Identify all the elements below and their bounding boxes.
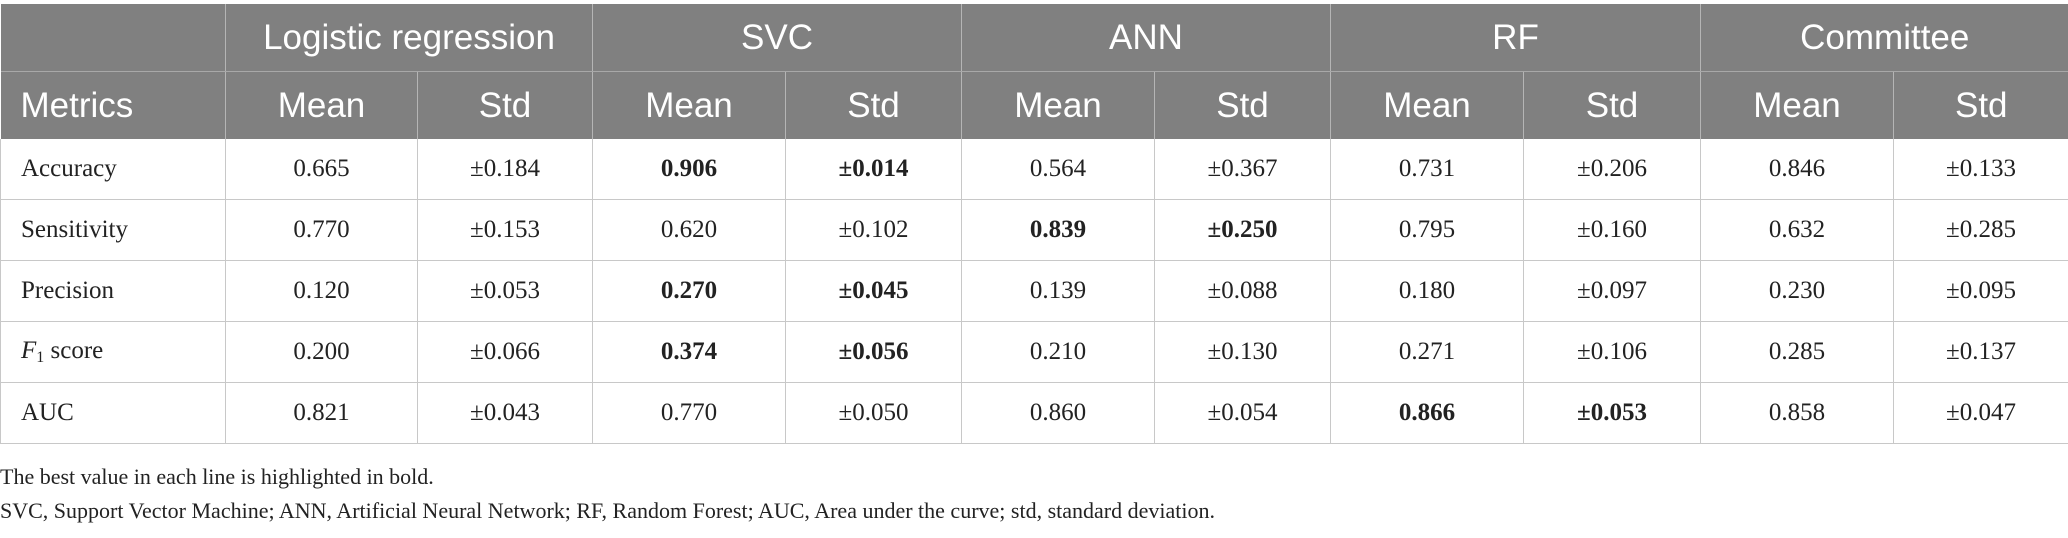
std-cell: ±0.054 (1154, 382, 1331, 444)
std-cell: ±0.184 (417, 139, 593, 200)
mean-cell: 0.839 (961, 199, 1155, 261)
mean-cell: 0.770 (225, 199, 418, 261)
mean-cell: 0.230 (1700, 260, 1894, 322)
metric-subscript: 1 (36, 349, 45, 366)
std-cell: ±0.160 (1523, 199, 1701, 261)
sub-header-std: Std (1154, 71, 1331, 139)
std-cell: ±0.285 (1893, 199, 2068, 261)
mean-cell: 0.858 (1700, 382, 1894, 444)
mean-cell: 0.120 (225, 260, 418, 322)
metric-prefix: F (21, 337, 37, 364)
table-body: Accuracy 0.665 ±0.184 0.906 ±0.014 0.564 ±0.36… (0, 139, 2068, 444)
std-cell: ±0.045 (785, 260, 962, 322)
mean-cell: 0.374 (592, 321, 786, 383)
std-cell: ±0.367 (1154, 139, 1331, 200)
group-header-committee: Committee (1700, 4, 2068, 72)
std-cell: ±0.088 (1154, 260, 1331, 322)
mean-cell: 0.632 (1700, 199, 1894, 261)
metric-label: Precision (0, 260, 226, 322)
mean-cell: 0.210 (961, 321, 1155, 383)
footnote-abbreviations: SVC, Support Vector Machine; ANN, Artifi… (0, 498, 1215, 523)
group-header-svc: SVC (592, 4, 962, 72)
std-cell: ±0.095 (1893, 260, 2068, 322)
empty-header-cell (0, 4, 226, 72)
sub-header-row: Metrics Mean Std Mean Std Mean Std Mean … (0, 71, 2068, 139)
std-cell: ±0.097 (1523, 260, 1701, 322)
mean-cell: 0.271 (1330, 321, 1524, 383)
std-cell: ±0.053 (1523, 382, 1701, 444)
table-row: AUC 0.821 ±0.043 0.770 ±0.050 0.860 ±0.054 0.86… (0, 382, 2068, 444)
group-header-row: Logistic regression SVC ANN RF Committee (0, 4, 2068, 72)
table-row: Sensitivity 0.770 ±0.153 0.620 ±0.102 0.839 ±0… (0, 199, 2068, 261)
std-cell: ±0.053 (417, 260, 593, 322)
std-cell: ±0.050 (785, 382, 962, 444)
mean-cell: 0.180 (1330, 260, 1524, 322)
sub-header-std: Std (785, 71, 962, 139)
std-cell: ±0.153 (417, 199, 593, 261)
mean-cell: 0.564 (961, 139, 1155, 200)
sub-header-mean: Mean (1700, 71, 1894, 139)
mean-cell: 0.821 (225, 382, 418, 444)
mean-cell: 0.860 (961, 382, 1155, 444)
sub-header-mean: Mean (1330, 71, 1524, 139)
sub-header-mean: Mean (592, 71, 786, 139)
mean-cell: 0.620 (592, 199, 786, 261)
metric-label: F1 score (0, 321, 226, 383)
metrics-header: Metrics (0, 71, 226, 139)
std-cell: ±0.137 (1893, 321, 2068, 383)
group-header-ann: ANN (961, 4, 1331, 72)
std-cell: ±0.206 (1523, 139, 1701, 200)
footnote-bold-note: The best value in each line is highlight… (0, 464, 434, 489)
mean-cell: 0.200 (225, 321, 418, 383)
mean-cell: 0.270 (592, 260, 786, 322)
sub-header-mean: Mean (961, 71, 1155, 139)
std-cell: ±0.106 (1523, 321, 1701, 383)
metric-label: Accuracy (0, 139, 226, 200)
mean-cell: 0.731 (1330, 139, 1524, 200)
results-table: Logistic regression SVC ANN RF Committee… (0, 4, 2068, 444)
std-cell: ±0.066 (417, 321, 593, 383)
footnotes: The best value in each line is highlight… (0, 460, 1215, 528)
table-row: Accuracy 0.665 ±0.184 0.906 ±0.014 0.564 ±0.36… (0, 139, 2068, 200)
group-header-logistic-regression: Logistic regression (225, 4, 593, 72)
sub-header-mean: Mean (225, 71, 418, 139)
std-cell: ±0.250 (1154, 199, 1331, 261)
metric-label: AUC (0, 382, 226, 444)
mean-cell: 0.866 (1330, 382, 1524, 444)
mean-cell: 0.846 (1700, 139, 1894, 200)
std-cell: ±0.130 (1154, 321, 1331, 383)
sub-header-std: Std (1523, 71, 1701, 139)
mean-cell: 0.906 (592, 139, 786, 200)
mean-cell: 0.285 (1700, 321, 1894, 383)
std-cell: ±0.014 (785, 139, 962, 200)
mean-cell: 0.139 (961, 260, 1155, 322)
std-cell: ±0.102 (785, 199, 962, 261)
std-cell: ±0.043 (417, 382, 593, 444)
mean-cell: 0.770 (592, 382, 786, 444)
mean-cell: 0.665 (225, 139, 418, 200)
std-cell: ±0.056 (785, 321, 962, 383)
std-cell: ±0.047 (1893, 382, 2068, 444)
sub-header-std: Std (1893, 71, 2068, 139)
metric-name: score (50, 337, 104, 364)
mean-cell: 0.795 (1330, 199, 1524, 261)
table-row: Precision 0.120 ±0.053 0.270 ±0.045 0.139 ±0.0… (0, 260, 2068, 322)
group-header-rf: RF (1330, 4, 1701, 72)
table-row: F1 score 0.200 ±0.066 0.374 ±0.056 0.210 ±0.13… (0, 321, 2068, 383)
metric-label: Sensitivity (0, 199, 226, 261)
sub-header-std: Std (417, 71, 593, 139)
std-cell: ±0.133 (1893, 139, 2068, 200)
